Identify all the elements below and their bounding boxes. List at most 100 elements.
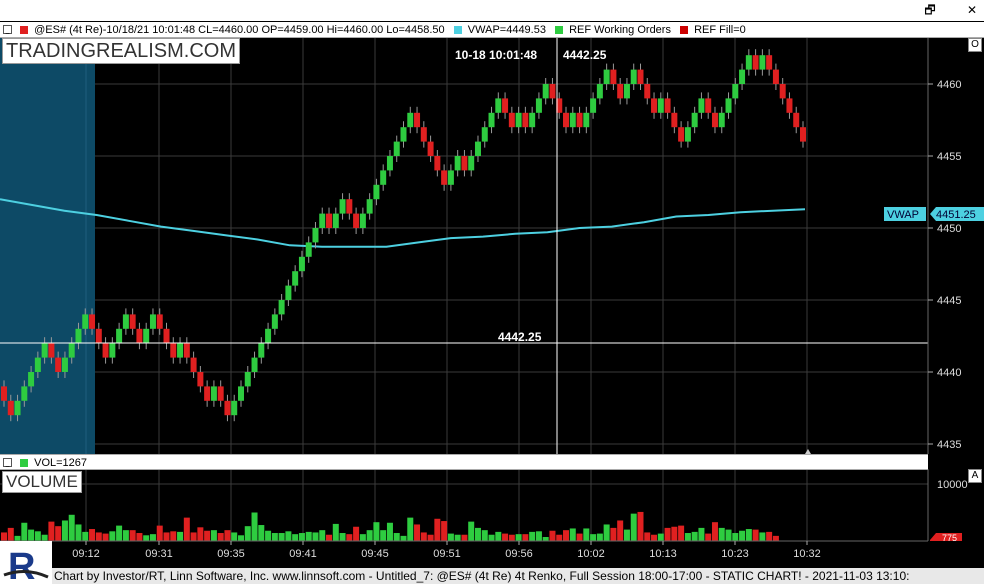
volume-bar xyxy=(183,517,190,541)
volume-bar xyxy=(265,530,272,541)
volume-bar xyxy=(474,527,481,541)
renko-bar xyxy=(603,69,610,84)
renko-bar xyxy=(590,98,597,113)
session-shading xyxy=(0,38,95,454)
renko-bar xyxy=(664,98,671,113)
volume-bar xyxy=(346,534,353,541)
volume-bar xyxy=(759,532,766,541)
price-tick-label: 4445 xyxy=(937,295,961,307)
renko-bar xyxy=(705,98,712,113)
volume-bar xyxy=(630,513,637,541)
volume-bar xyxy=(55,526,62,541)
volume-bar xyxy=(231,532,238,541)
renko-bar xyxy=(610,69,617,84)
symbol-info[interactable]: @ES# (4t Re)-10/18/21 10:01:48 CL=4460.0… xyxy=(34,24,445,36)
volume-bar xyxy=(664,527,671,541)
renko-bar xyxy=(515,112,522,128)
volume-tick-10000: 10000 xyxy=(937,479,968,491)
renko-bar xyxy=(204,386,211,401)
renko-bar xyxy=(759,55,766,70)
vwap-legend[interactable]: VWAP=4449.53 xyxy=(467,24,546,36)
volume-bar xyxy=(326,534,333,541)
vwap-color-icon[interactable] xyxy=(453,26,462,34)
renko-bar xyxy=(373,184,380,200)
renko-bar xyxy=(116,328,123,344)
time-tick-label: 09:56 xyxy=(505,548,533,560)
volume-bar xyxy=(569,528,576,541)
volume-bar xyxy=(705,533,712,541)
volume-bar xyxy=(691,531,698,541)
volume-bar xyxy=(718,527,725,541)
volume-bar xyxy=(441,521,448,541)
renko-bar xyxy=(149,314,156,329)
volume-color-icon[interactable] xyxy=(20,459,29,467)
renko-bar xyxy=(800,127,806,142)
renko-bar xyxy=(1,386,7,401)
renko-bar xyxy=(210,386,217,401)
volume-bar xyxy=(61,520,68,541)
price-axis-corner-button[interactable]: O xyxy=(968,38,982,52)
renko-bar xyxy=(197,372,204,387)
close-window-button[interactable]: ✕ xyxy=(966,3,978,17)
volume-bar xyxy=(637,511,644,541)
volume-bar xyxy=(28,529,35,541)
ref-orders-color-icon[interactable] xyxy=(555,26,564,34)
renko-bar xyxy=(14,400,21,416)
volume-bar xyxy=(529,531,536,541)
volume-bar xyxy=(7,527,14,541)
volume-bar xyxy=(224,530,231,541)
time-tick-label: 09:31 xyxy=(145,548,173,560)
volume-bar xyxy=(271,533,278,541)
volume-bar xyxy=(116,525,123,541)
renko-bar xyxy=(698,98,705,113)
volume-bar xyxy=(251,512,258,541)
ref-fill-legend[interactable]: REF Fill=0 xyxy=(694,24,746,36)
time-tick-label: 09:35 xyxy=(217,548,245,560)
symbol-color-icon[interactable] xyxy=(20,26,29,34)
volume-collapse-icon[interactable]: − xyxy=(3,458,12,469)
renko-bar xyxy=(786,98,793,113)
renko-bar xyxy=(495,98,502,113)
volume-legend[interactable]: VOL=1267 xyxy=(34,457,88,469)
renko-bar xyxy=(278,300,285,315)
renko-bar xyxy=(474,141,481,156)
volume-bar xyxy=(292,534,299,541)
renko-bar xyxy=(217,386,224,401)
ref-orders-legend[interactable]: REF Working Orders xyxy=(569,24,671,36)
volume-bar xyxy=(339,533,346,541)
volume-bar xyxy=(217,533,224,541)
renko-bar xyxy=(89,314,96,329)
volume-bar xyxy=(671,526,678,541)
vwap-value-box xyxy=(930,207,984,221)
renko-bar xyxy=(298,256,305,272)
volume-pane xyxy=(0,469,928,541)
renko-bar xyxy=(461,156,468,171)
renko-bar xyxy=(271,314,278,329)
volume-bar xyxy=(21,522,28,541)
renko-bar xyxy=(170,343,177,358)
pane-collapse-icon[interactable]: − xyxy=(3,25,12,37)
renko-bar xyxy=(542,84,549,99)
time-tick-label: 09:12 xyxy=(72,548,100,560)
volume-bar xyxy=(122,530,129,541)
renko-bar xyxy=(644,84,651,99)
volume-bar xyxy=(163,532,170,541)
renko-bar xyxy=(535,98,542,113)
restore-window-button[interactable]: 🗗 xyxy=(924,3,936,17)
volume-bar xyxy=(1,532,7,541)
renko-bar xyxy=(502,98,509,113)
time-axis-ticks: 09:12 09:31 09:35 09:41 09:45 09:51 09:56 10:02… xyxy=(72,541,821,560)
renko-bar xyxy=(488,112,495,128)
crosshair-price-label: 4442.25 xyxy=(563,48,607,62)
ref-fill-color-icon[interactable] xyxy=(680,26,689,34)
watermark-banner: TRADINGREALISM.COM xyxy=(2,38,241,64)
volume-bar xyxy=(508,534,515,541)
renko-bar xyxy=(691,112,698,128)
renko-bar xyxy=(732,84,739,99)
volume-value: 775 xyxy=(942,533,957,543)
renko-bar xyxy=(359,213,366,228)
volume-pane-header: − VOL=1267 xyxy=(0,454,928,470)
volume-axis-corner-button[interactable]: A xyxy=(968,469,982,483)
renko-bar xyxy=(95,328,102,344)
